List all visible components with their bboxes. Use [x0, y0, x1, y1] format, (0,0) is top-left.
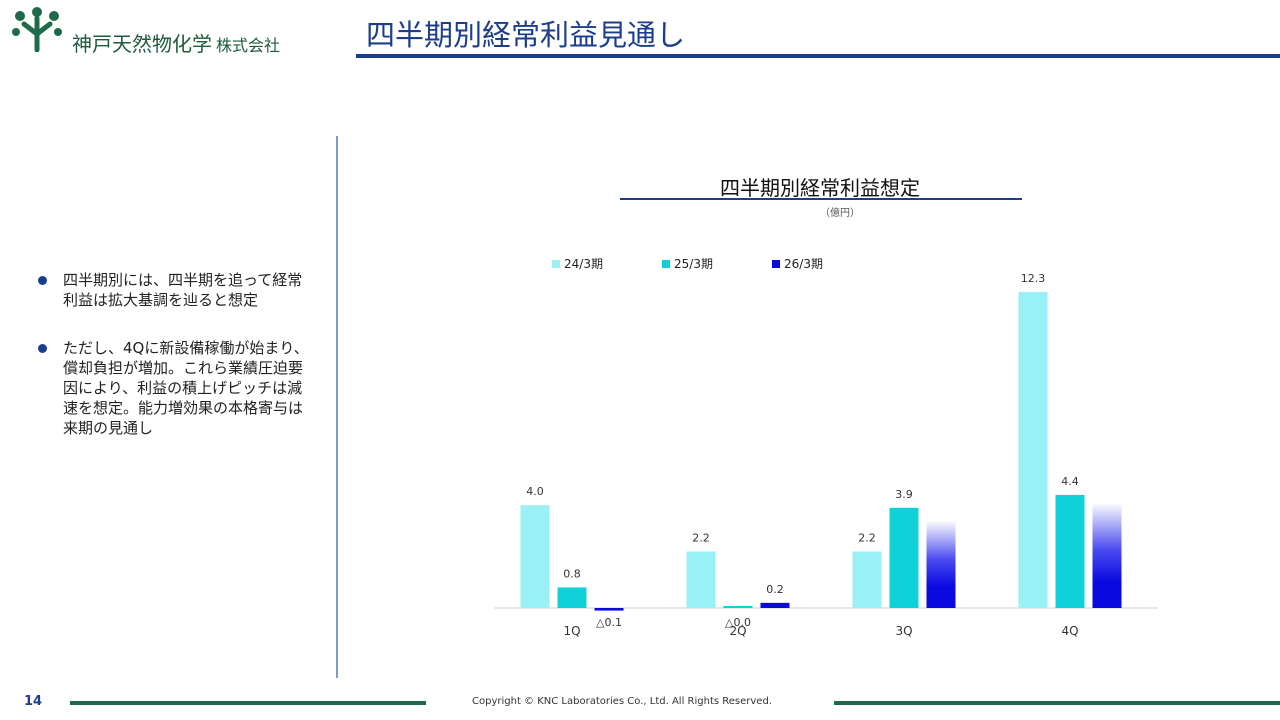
bullet-text: ただし、4Qに新設備稼働が始まり、償却負担が増加。これら業績圧迫要因により、利益… — [63, 339, 309, 437]
x-tick-label: 1Q — [563, 624, 580, 638]
data-label: △0.0 — [725, 616, 751, 629]
bullet-list: 四半期別には、四半期を追って経常利益は拡大基調を辿ると想定 ただし、4Qに新設備… — [38, 270, 328, 466]
chart-unit-label: （億円） — [820, 208, 860, 219]
data-label: 3.9 — [895, 488, 913, 501]
data-label: 0.8 — [563, 567, 581, 580]
bar — [686, 551, 716, 608]
x-tick-label: 2Q — [729, 624, 746, 638]
bar — [760, 602, 790, 608]
projection-bar — [1092, 502, 1122, 608]
legend-label: 25/3期 — [674, 257, 713, 271]
bullet-item: ただし、4Qに新設備稼働が始まり、償却負担が増加。これら業績圧迫要因により、利益… — [38, 338, 328, 438]
bar — [1018, 291, 1048, 608]
data-label: △0.1 — [596, 616, 622, 629]
data-label: 12.3 — [1021, 272, 1046, 285]
company-name-main: 神戸天然物化学 — [72, 32, 212, 56]
chart-title-underline — [620, 198, 1022, 200]
page-title: 四半期別経常利益見通し — [366, 18, 686, 52]
legend-swatch — [662, 260, 670, 268]
bar — [557, 587, 587, 608]
legend-swatch — [552, 260, 560, 268]
bullet-dot-icon — [38, 276, 47, 285]
company-logo: 神戸天然物化学 株式会社 — [10, 6, 340, 56]
company-name-suffix: 株式会社 — [216, 36, 281, 55]
bullet-item: 四半期別には、四半期を追って経常利益は拡大基調を辿ると想定 — [38, 270, 328, 310]
bar — [889, 507, 919, 608]
data-label: 4.4 — [1061, 475, 1079, 488]
company-name: 神戸天然物化学 株式会社 — [72, 28, 280, 57]
projection-bar — [926, 520, 956, 608]
bullet-text: 四半期別には、四半期を追って経常利益は拡大基調を辿ると想定 — [63, 271, 303, 309]
bullet-dot-icon — [38, 344, 47, 353]
copyright-text: Copyright © KNC Laboratories Co., Ltd. A… — [472, 696, 772, 707]
footer-rule-right — [834, 701, 1280, 705]
footer-rule-left — [70, 701, 426, 705]
x-tick-label: 4Q — [1061, 624, 1078, 638]
data-label: 2.2 — [692, 531, 710, 544]
bar — [723, 606, 753, 608]
bar — [852, 551, 882, 608]
leaf-logo-icon — [12, 7, 62, 53]
chart-title: 四半期別経常利益想定 — [720, 176, 920, 200]
page-number: 14 — [24, 694, 43, 709]
data-label: 0.2 — [766, 583, 784, 596]
data-label: 4.0 — [526, 485, 544, 498]
legend-swatch — [772, 260, 780, 268]
title-underline — [356, 54, 1280, 58]
bar-chart: 24/3期 25/3期 26/3期 1Q 2Q 3Q 4Q 4.0 2.2 2.2 12.3 0.8 △… — [494, 257, 1158, 638]
legend-label: 26/3期 — [784, 257, 823, 271]
x-tick-label: 3Q — [895, 624, 912, 638]
bar — [594, 608, 624, 611]
bar — [520, 505, 550, 608]
bar — [1055, 494, 1085, 608]
legend-label: 24/3期 — [564, 257, 603, 271]
data-label: 2.2 — [858, 531, 876, 544]
vertical-divider — [336, 136, 338, 678]
